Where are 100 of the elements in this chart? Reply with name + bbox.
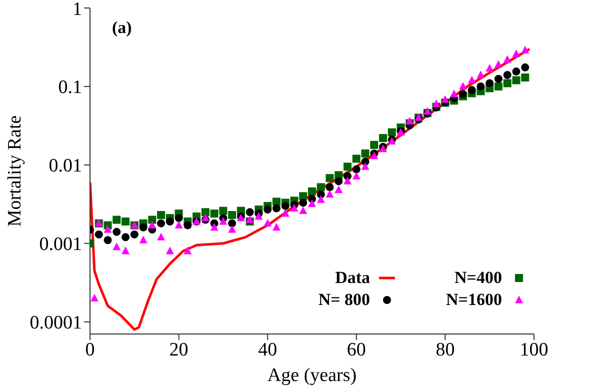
point — [246, 208, 254, 216]
y-tick-label: 0.1 — [58, 77, 82, 98]
y-tick-label: 0.01 — [48, 156, 82, 177]
point — [157, 232, 166, 240]
point — [326, 174, 334, 182]
point — [264, 218, 272, 227]
point — [184, 221, 192, 230]
legend-label: N= 800 — [318, 290, 370, 310]
point — [166, 246, 174, 254]
legend-label: Data — [335, 268, 370, 288]
point — [112, 228, 121, 236]
point — [344, 162, 352, 171]
point — [352, 154, 360, 163]
point — [512, 50, 520, 58]
point — [521, 74, 530, 82]
point — [201, 214, 210, 222]
point — [326, 183, 334, 192]
point — [344, 176, 352, 184]
point — [308, 199, 316, 207]
point — [512, 76, 520, 84]
y-tick-label: 0.0001 — [30, 312, 82, 334]
point — [272, 198, 280, 206]
point — [130, 230, 138, 238]
point — [210, 210, 218, 218]
point — [406, 116, 414, 124]
point — [503, 79, 512, 88]
point — [316, 183, 325, 192]
point — [299, 198, 308, 207]
point — [174, 214, 183, 222]
x-tick-label: 20 — [169, 339, 188, 360]
point — [122, 218, 130, 226]
point — [90, 294, 98, 302]
point — [272, 204, 280, 212]
point — [361, 162, 370, 170]
legend-label: N=400 — [454, 268, 502, 288]
y-axis-title: Mortality Rate — [4, 115, 26, 227]
point — [476, 70, 485, 78]
point — [281, 202, 290, 210]
point — [122, 233, 130, 242]
point — [246, 215, 254, 223]
point — [104, 225, 112, 233]
point — [458, 82, 467, 90]
point — [219, 217, 228, 225]
point — [334, 186, 343, 194]
point — [174, 220, 183, 229]
point — [139, 223, 148, 232]
point — [370, 152, 378, 160]
point — [157, 219, 166, 228]
point — [361, 149, 370, 158]
point — [334, 177, 343, 186]
point — [104, 236, 112, 244]
x-tick-label: 0 — [85, 339, 95, 360]
y-tick-label: 0.001 — [39, 234, 82, 256]
point — [166, 218, 174, 226]
annotation: (a) — [112, 18, 132, 38]
point — [521, 63, 530, 72]
point — [148, 220, 156, 229]
point — [281, 209, 290, 217]
point — [122, 246, 130, 254]
point — [352, 172, 360, 180]
point — [272, 222, 280, 231]
x-axis-title: Age (years) — [267, 365, 357, 386]
point — [476, 82, 485, 90]
point — [94, 230, 103, 238]
point — [494, 74, 502, 83]
point — [157, 211, 166, 220]
point — [228, 219, 236, 228]
point — [112, 216, 121, 224]
point — [201, 208, 210, 216]
y-tick-label: 1 — [72, 0, 82, 20]
point — [503, 70, 512, 79]
point — [370, 140, 378, 149]
point — [299, 206, 308, 214]
point — [352, 165, 360, 174]
point — [290, 204, 298, 212]
x-tick-label: 60 — [346, 339, 366, 360]
point — [326, 190, 334, 198]
point — [494, 60, 502, 68]
point — [441, 95, 450, 103]
point — [432, 99, 440, 108]
point — [468, 76, 476, 84]
point — [450, 90, 458, 98]
point — [468, 86, 476, 94]
point — [228, 225, 236, 233]
point — [299, 192, 308, 200]
x-tick-label: 40 — [258, 339, 278, 360]
point — [254, 212, 263, 220]
point — [219, 206, 228, 215]
x-tick-label: 80 — [436, 339, 455, 360]
point — [521, 46, 530, 54]
x-tick-label: 100 — [520, 339, 548, 360]
point — [139, 236, 148, 244]
point — [512, 68, 520, 76]
point — [264, 206, 272, 214]
point — [486, 79, 494, 88]
point — [184, 246, 192, 254]
point — [210, 222, 218, 231]
point — [486, 64, 494, 72]
point — [388, 128, 396, 136]
point — [316, 195, 325, 203]
